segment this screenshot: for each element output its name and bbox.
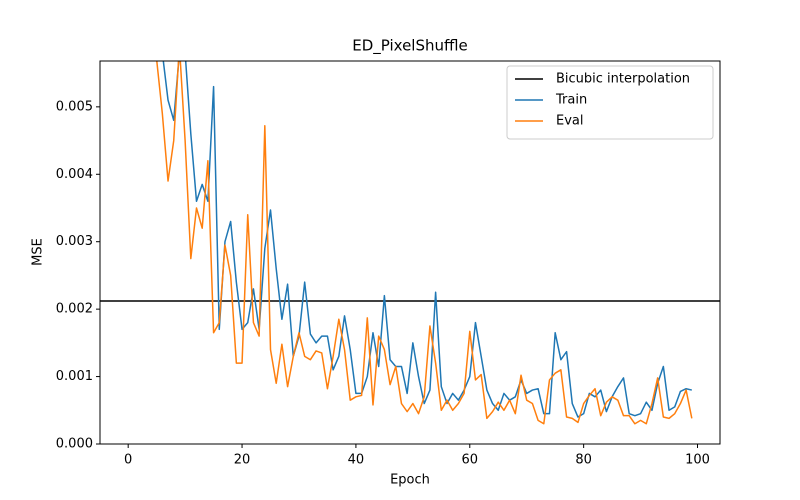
y-axis-label: MSE (31, 238, 46, 266)
legend-label: Bicubic interpolation (556, 72, 690, 87)
x-tick-label: 0 (124, 453, 132, 468)
x-tick-label: 20 (234, 453, 251, 468)
y-tick-label: 0.005 (56, 99, 93, 114)
chart-title: ED_PixelShuffle (352, 37, 468, 56)
x-tick-label: 80 (575, 453, 592, 468)
legend-box (506, 65, 714, 140)
legend-label: Eval (556, 114, 584, 129)
y-tick-label: 0.003 (56, 234, 93, 249)
legend-label: Train (555, 93, 587, 108)
x-axis-label: Epoch (390, 473, 430, 488)
x-tick-label: 100 (685, 453, 710, 468)
series-line (156, 61, 693, 425)
y-tick-label: 0.004 (56, 167, 93, 182)
axes-frame (99, 60, 721, 445)
x-tick-label: 60 (462, 453, 479, 468)
y-tick-label: 0.001 (56, 369, 93, 384)
y-tick-label: 0.000 (56, 437, 93, 452)
plot-area (100, 61, 720, 425)
x-tick-label: 40 (348, 453, 365, 468)
y-tick-label: 0.002 (56, 302, 93, 317)
